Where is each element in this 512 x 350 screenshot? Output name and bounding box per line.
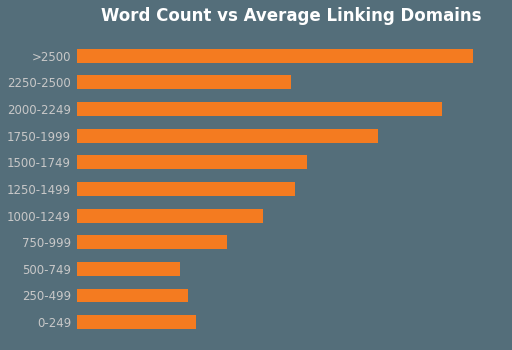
Bar: [77, 182, 295, 196]
Bar: [77, 76, 291, 89]
Bar: [77, 315, 196, 329]
Bar: [77, 49, 473, 63]
Bar: [77, 129, 378, 142]
Bar: [77, 102, 441, 116]
Title: Word Count vs Average Linking Domains: Word Count vs Average Linking Domains: [100, 7, 481, 25]
Bar: [77, 209, 263, 223]
Bar: [77, 288, 188, 302]
Bar: [77, 235, 227, 249]
Bar: [77, 155, 307, 169]
Bar: [77, 262, 180, 276]
